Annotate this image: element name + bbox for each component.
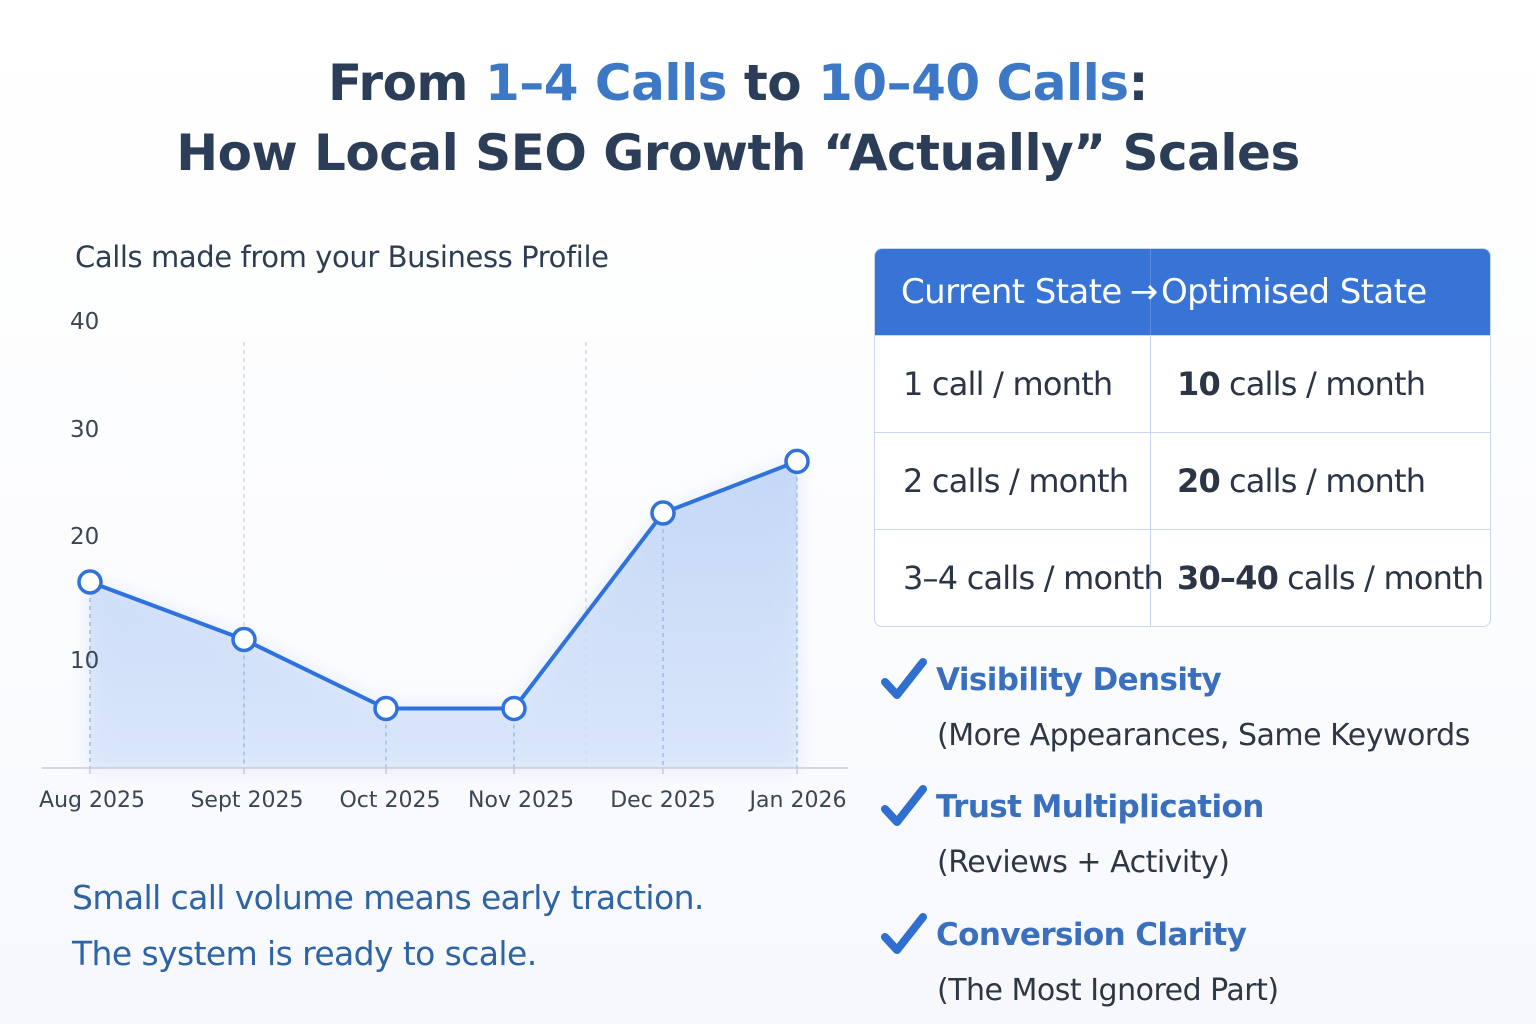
title-highlight-current: 1–4 Calls xyxy=(484,54,727,112)
benefit-trust-multiplication: Trust Multiplication (Reviews + Activity… xyxy=(880,783,1264,880)
check-icon xyxy=(881,785,927,826)
benefit-description: (Reviews + Activity) xyxy=(937,845,1230,880)
benefit-label: Trust Multiplication xyxy=(936,789,1264,825)
benefit-conversion-clarity: Conversion Clarity (The Most Ignored Par… xyxy=(880,911,1279,1008)
check-icon xyxy=(881,658,927,699)
calls-chart: 10 20 30 40 Aug 2025 Sept 2025 Oct 2025 Nov 202… xyxy=(39,309,848,813)
benefit-description: (The Most Ignored Part) xyxy=(937,973,1279,1008)
table-row: 1 call / month 10 calls / month xyxy=(875,335,1490,432)
page-title: From 1–4 Calls to 10–40 Calls: How Local… xyxy=(0,48,1476,188)
optimised-number: 20 xyxy=(1177,462,1221,500)
x-tick-label: Sept 2025 xyxy=(190,788,303,813)
optimised-number: 30–40 xyxy=(1177,559,1279,597)
title-highlight-target: 10–40 Calls xyxy=(817,54,1129,112)
arrow-right-icon: → xyxy=(1129,272,1158,312)
header-current-label: Current State xyxy=(901,272,1122,312)
y-tick-label: 10 xyxy=(70,648,99,674)
optimised-cell: 10 calls / month xyxy=(1151,336,1490,432)
x-tick-label: Oct 2025 xyxy=(339,788,440,813)
x-tick-label: Jan 2026 xyxy=(748,788,847,813)
page-title-line1: From 1–4 Calls to 10–40 Calls: xyxy=(0,48,1476,118)
benefit-label: Visibility Density xyxy=(936,662,1222,698)
optimised-number: 10 xyxy=(1177,365,1221,403)
header-current-state: Current State → xyxy=(875,249,1158,335)
caption-line-1: Small call volume means early traction. xyxy=(72,878,704,917)
data-point xyxy=(77,569,103,595)
data-point xyxy=(501,695,527,722)
optimised-unit: calls / month xyxy=(1287,559,1484,597)
current-cell: 3–4 calls / month xyxy=(875,530,1164,626)
data-point xyxy=(373,695,399,722)
y-tick-label: 30 xyxy=(70,417,99,443)
series-line xyxy=(89,459,798,711)
benefit-visibility-density: Visibility Density (More Appearances, Sa… xyxy=(880,656,1470,753)
optimised-cell: 20 calls / month xyxy=(1151,433,1490,529)
caption-line-2: The system is ready to scale. xyxy=(72,934,537,973)
benefit-description: (More Appearances, Same Keywords xyxy=(937,718,1470,753)
optimised-unit: calls / month xyxy=(1228,462,1426,500)
table-row: 3–4 calls / month 30–40 calls / month xyxy=(875,529,1490,626)
current-cell: 2 calls / month xyxy=(875,433,1151,529)
check-icon xyxy=(881,913,927,954)
state-comparison-table: Current State → Optimised State 1 call /… xyxy=(874,248,1491,627)
x-tick-label: Aug 2025 xyxy=(39,788,145,813)
optimised-unit: calls / month xyxy=(1228,365,1426,403)
title-text: to xyxy=(726,54,818,112)
title-text: From xyxy=(327,54,485,112)
y-tick-label: 40 xyxy=(70,309,99,335)
benefit-label: Conversion Clarity xyxy=(936,917,1247,953)
title-text: : xyxy=(1128,54,1149,112)
table-header: Current State → Optimised State xyxy=(875,249,1490,335)
data-point xyxy=(784,448,810,475)
optimised-cell: 30–40 calls / month xyxy=(1151,530,1490,626)
y-tick-label: 20 xyxy=(70,524,99,550)
chart-title: Calls made from your Business Profile xyxy=(75,240,609,274)
page-title-line2: How Local SEO Growth “Actually” Scales xyxy=(176,124,1300,182)
x-tick-label: Nov 2025 xyxy=(468,788,574,813)
data-point xyxy=(650,500,676,526)
current-cell: 1 call / month xyxy=(875,336,1151,432)
data-point xyxy=(231,626,257,653)
series-area xyxy=(90,461,797,768)
x-tick-label: Dec 2025 xyxy=(610,788,716,813)
chart-caption: Small call volume means early traction. … xyxy=(72,870,704,982)
header-optimised-state: Optimised State xyxy=(1161,272,1427,312)
table-row: 2 calls / month 20 calls / month xyxy=(875,432,1490,529)
